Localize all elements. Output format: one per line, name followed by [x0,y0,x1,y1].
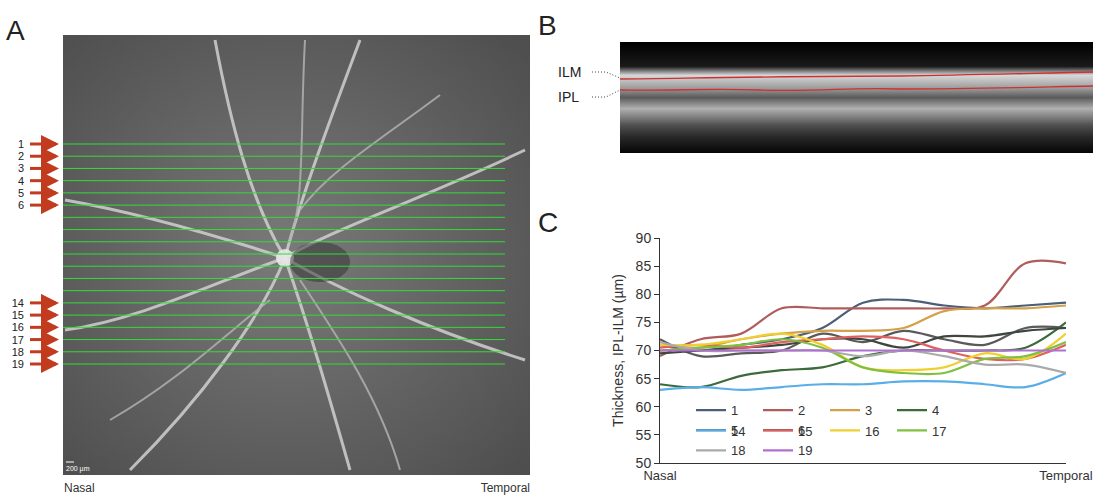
svg-text:6: 6 [18,199,24,211]
svg-text:17: 17 [12,334,24,346]
svg-text:2: 2 [18,150,24,162]
svg-text:14: 14 [731,424,745,439]
svg-text:75: 75 [636,314,652,330]
svg-text:50: 50 [636,455,652,471]
svg-text:C: C [538,207,558,238]
svg-text:Nasal: Nasal [643,468,676,483]
svg-text:A: A [6,15,25,46]
svg-text:70: 70 [636,342,652,358]
svg-text:5: 5 [18,187,24,199]
svg-text:17: 17 [932,424,946,439]
svg-text:4: 4 [18,175,24,187]
svg-text:Thickness, IPL-ILM (µm): Thickness, IPL-ILM (µm) [610,274,626,427]
svg-text:19: 19 [798,443,812,458]
svg-text:200 µm: 200 µm [66,465,90,473]
svg-text:60: 60 [636,399,652,415]
svg-text:16: 16 [865,424,879,439]
svg-text:15: 15 [798,424,812,439]
svg-text:1: 1 [18,138,24,150]
svg-text:18: 18 [12,346,24,358]
svg-text:80: 80 [636,286,652,302]
svg-text:2: 2 [798,403,805,418]
svg-text:ILM: ILM [558,64,581,80]
svg-text:IPL: IPL [558,89,579,105]
svg-text:Temporal: Temporal [1039,468,1093,483]
svg-text:19: 19 [12,358,24,370]
svg-text:16: 16 [12,321,24,333]
svg-text:1: 1 [731,403,738,418]
svg-text:85: 85 [636,258,652,274]
svg-text:90: 90 [636,230,652,246]
svg-text:65: 65 [636,371,652,387]
svg-text:3: 3 [865,403,872,418]
svg-text:3: 3 [18,162,24,174]
svg-text:Nasal: Nasal [64,481,95,495]
svg-text:4: 4 [932,403,939,418]
svg-text:14: 14 [12,297,24,309]
svg-text:55: 55 [636,427,652,443]
svg-text:18: 18 [731,443,745,458]
svg-text:B: B [538,10,557,41]
svg-text:15: 15 [12,309,24,321]
svg-text:Temporal: Temporal [481,481,530,495]
